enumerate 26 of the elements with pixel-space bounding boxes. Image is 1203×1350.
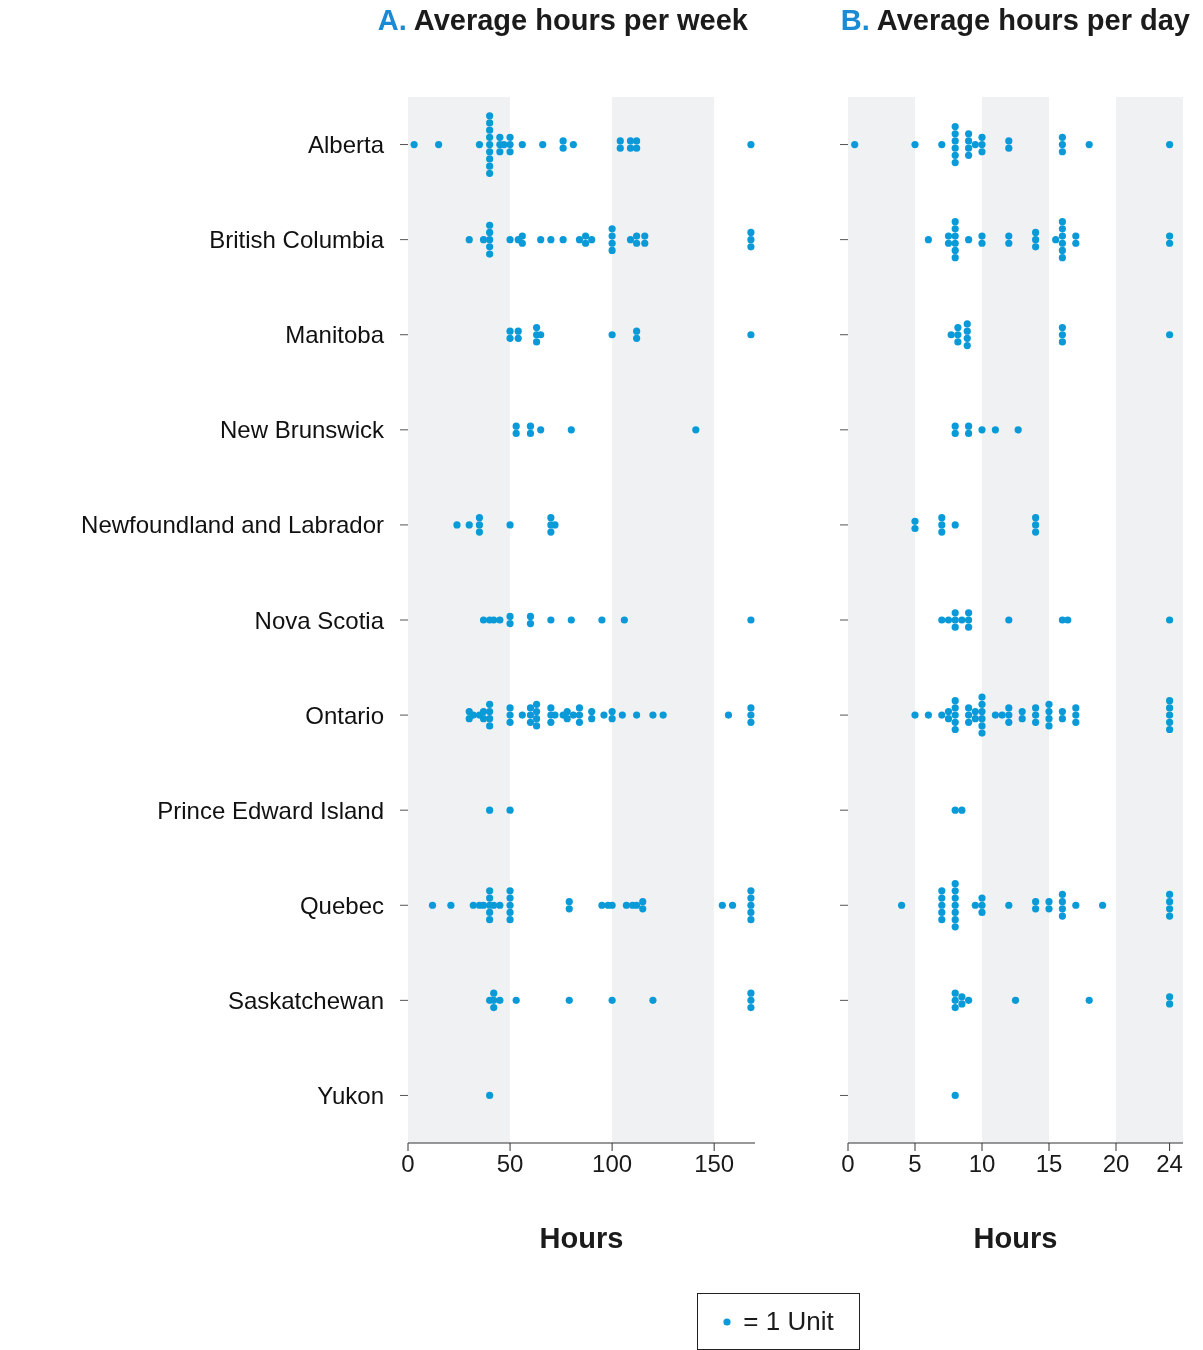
x-tick-label: 10 (968, 1150, 996, 1178)
x-tick-label: 0 (841, 1150, 855, 1178)
x-axis-title: Hours (973, 1222, 1058, 1254)
chart-title: B. Average hours per day (840, 4, 1190, 37)
x-tick-label: 0 (401, 1150, 415, 1178)
x-tick-label: 50 (496, 1150, 524, 1178)
x-tick-label: 15 (1035, 1150, 1063, 1178)
y-tick-label: Saskatchewan (227, 986, 384, 1014)
y-tick-label: British Columbia (209, 226, 385, 254)
y-tick-label: Nova Scotia (254, 606, 385, 634)
x-tick-label: 5 (908, 1150, 922, 1178)
y-tick-label: Newfoundland and Labrador (81, 511, 384, 539)
x-axis-title: Hours (539, 1222, 624, 1254)
x-tick-label: 100 (592, 1150, 633, 1178)
y-tick-label: Quebec (299, 891, 384, 919)
y-tick-label: Prince Edward Island (157, 796, 384, 824)
y-tick-label: Manitoba (285, 321, 385, 349)
y-tick-label: Ontario (305, 701, 384, 729)
y-tick-label: Alberta (307, 131, 385, 159)
x-tick-label: 20 (1102, 1150, 1130, 1178)
x-tick-label: 24 (1156, 1150, 1183, 1178)
y-tick-label: New Brunswick (219, 416, 385, 444)
legend-label: = 1 Unit (743, 1306, 834, 1337)
chart-title: A. Average hours per week (377, 4, 748, 37)
y-tick-label: Yukon (317, 1081, 384, 1109)
x-tick-label: 150 (694, 1150, 735, 1178)
